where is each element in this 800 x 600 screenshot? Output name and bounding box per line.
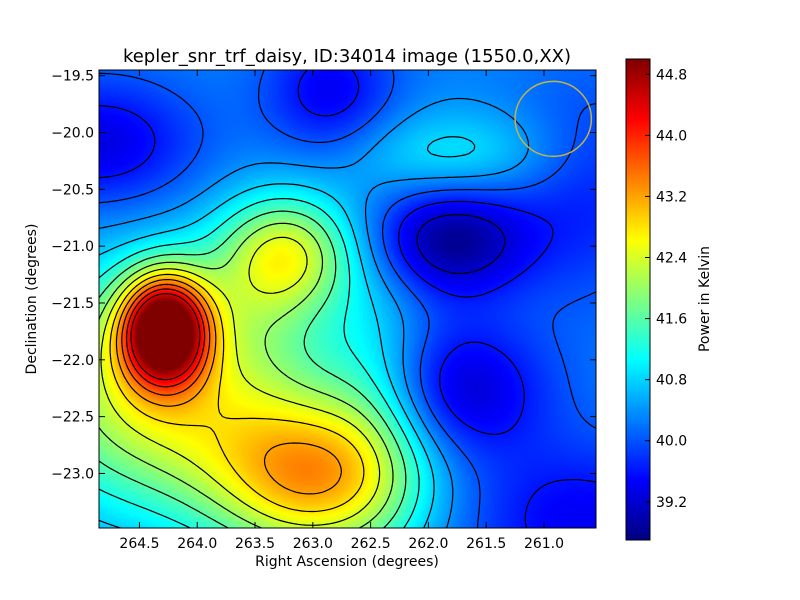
colorbar-axis: 39.2 40.0 40.8 41.6 42.4 43.2 44.0 44.8 xyxy=(645,67,687,511)
x-tick-label: 264.0 xyxy=(177,536,217,552)
x-axis: 264.5 264.0 263.5 263.0 262.5 262.0 261.5 261.0 xyxy=(119,70,564,552)
y-tick-label: −22.0 xyxy=(51,353,94,369)
y-tick-label: −19.5 xyxy=(51,69,94,85)
beam-circle xyxy=(514,80,593,158)
chart-title: kepler_snr_trf_daisy, ID:34014 image (15… xyxy=(123,46,571,67)
y-tick-label: −23.0 xyxy=(51,466,94,482)
contour-level-5 xyxy=(99,198,420,528)
contour-level-2 xyxy=(99,70,596,528)
contour-level-9 xyxy=(109,273,365,513)
x-tick-label: 262.5 xyxy=(351,536,391,552)
colorbar-frame xyxy=(625,58,651,541)
contour-level-11 xyxy=(121,283,211,396)
contour-level-12 xyxy=(126,288,206,388)
colorbar-label: Power in Kelvin xyxy=(697,246,713,352)
x-tick-label: 263.5 xyxy=(235,536,275,552)
y-tick-label: −21.0 xyxy=(51,239,94,255)
x-tick-label: 262.0 xyxy=(408,536,448,552)
plot-frame xyxy=(98,69,597,529)
contour-level-7 xyxy=(99,222,394,528)
contour-level-4 xyxy=(99,136,476,528)
contour-level-10 xyxy=(115,279,342,495)
x-tick-label: 264.5 xyxy=(119,536,159,552)
colorbar-tick-label: 40.0 xyxy=(656,434,687,450)
y-tick-label: −20.5 xyxy=(51,182,94,198)
y-axis-label: Declination (degrees) xyxy=(24,224,40,375)
beam-marker-group xyxy=(514,80,593,158)
contour-level-0 xyxy=(416,214,506,275)
y-tick-label: −21.5 xyxy=(51,296,94,312)
y-axis: −19.5 −20.0 −20.5 −21.0 −21.5 −22.0 −22.5 −23.0 xyxy=(51,69,596,482)
colorbar-tick-label: 43.2 xyxy=(656,189,687,205)
x-tick-label: 261.0 xyxy=(524,536,564,552)
contour-level-8 xyxy=(100,236,381,526)
colorbar-tick-label: 44.0 xyxy=(656,128,687,144)
contour-level-3 xyxy=(99,97,530,528)
colorbar-tick-label: 44.8 xyxy=(656,67,687,83)
colorbar-tick-label: 41.6 xyxy=(656,312,687,328)
colorbar-tick-label: 39.2 xyxy=(656,495,687,511)
colorbar-tick-label: 42.4 xyxy=(656,251,687,267)
contour-level-1 xyxy=(99,70,596,528)
colorbar-tick-label: 40.8 xyxy=(656,373,687,389)
contour-level-6 xyxy=(99,210,407,528)
contour-lines xyxy=(99,70,596,528)
y-tick-label: −22.5 xyxy=(51,410,94,426)
contour-level-13 xyxy=(130,293,201,381)
colorbar xyxy=(626,59,650,540)
x-tick-label: 263.0 xyxy=(293,536,333,552)
x-tick-label: 261.5 xyxy=(466,536,506,552)
x-axis-label: Right Ascension (degrees) xyxy=(255,554,439,570)
y-tick-label: −20.0 xyxy=(51,126,94,142)
